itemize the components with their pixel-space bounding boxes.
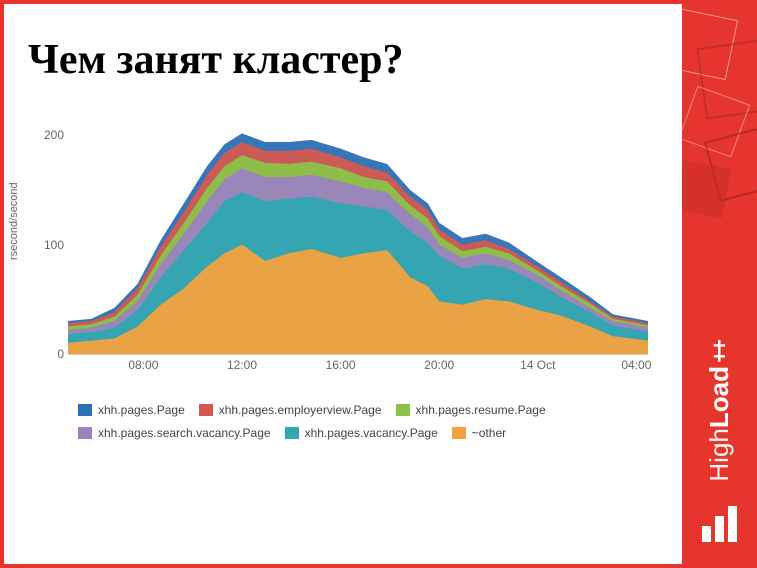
legend-item: xhh.pages.vacancy.Page <box>285 423 438 443</box>
slide-content: Чем занят кластер? rsecond/second 200 10… <box>8 8 682 560</box>
slide-frame: Чем занят кластер? rsecond/second 200 10… <box>0 0 757 568</box>
logo-plus-icon: ++ <box>707 341 733 363</box>
stacked-area-chart: rsecond/second 200 100 0 08:0012:0016:00… <box>38 114 658 414</box>
chart-plot-area <box>68 114 648 374</box>
legend-swatch <box>78 404 92 416</box>
legend-label: xhh.pages.Page <box>98 400 185 420</box>
legend-label: ~other <box>472 423 506 443</box>
logo-bars-icon <box>700 504 740 544</box>
legend-item: xhh.pages.search.vacancy.Page <box>78 423 271 443</box>
x-tick: 14 Oct <box>520 358 555 372</box>
x-tick: 12:00 <box>227 358 257 372</box>
x-tick: 08:00 <box>128 358 158 372</box>
x-axis-ticks: 08:00 12:00 16:00 20:00 14 Oct 04:00 <box>68 358 648 378</box>
legend-item: xhh.pages.resume.Page <box>396 400 546 420</box>
legend-swatch <box>199 404 213 416</box>
legend-swatch <box>285 427 299 439</box>
x-tick: 16:00 <box>326 358 356 372</box>
legend-swatch <box>452 427 466 439</box>
brand-sidebar: ++ HighLoad <box>682 4 757 564</box>
y-tick: 100 <box>36 238 64 252</box>
y-tick: 0 <box>36 347 64 361</box>
chart-legend: xhh.pages.Page xhh.pages.employerview.Pag… <box>78 400 678 445</box>
legend-item: xhh.pages.Page <box>78 400 185 420</box>
page-title: Чем занят кластер? <box>28 36 662 84</box>
legend-label: xhh.pages.resume.Page <box>416 400 546 420</box>
legend-item: ~other <box>452 423 506 443</box>
y-axis-ticks: 200 100 0 <box>38 114 66 354</box>
x-tick: 04:00 <box>621 358 651 372</box>
y-axis-label: rsecond/second <box>8 182 20 260</box>
legend-item: xhh.pages.employerview.Page <box>199 400 382 420</box>
legend-label: xhh.pages.vacancy.Page <box>305 423 438 443</box>
legend-label: xhh.pages.employerview.Page <box>219 400 382 420</box>
legend-swatch <box>396 404 410 416</box>
sidebar-decoration <box>682 4 757 244</box>
legend-label: xhh.pages.search.vacancy.Page <box>98 423 271 443</box>
x-tick: 20:00 <box>424 358 454 372</box>
logo-text: HighLoad <box>704 366 735 482</box>
legend-swatch <box>78 427 92 439</box>
y-tick: 200 <box>36 128 64 142</box>
